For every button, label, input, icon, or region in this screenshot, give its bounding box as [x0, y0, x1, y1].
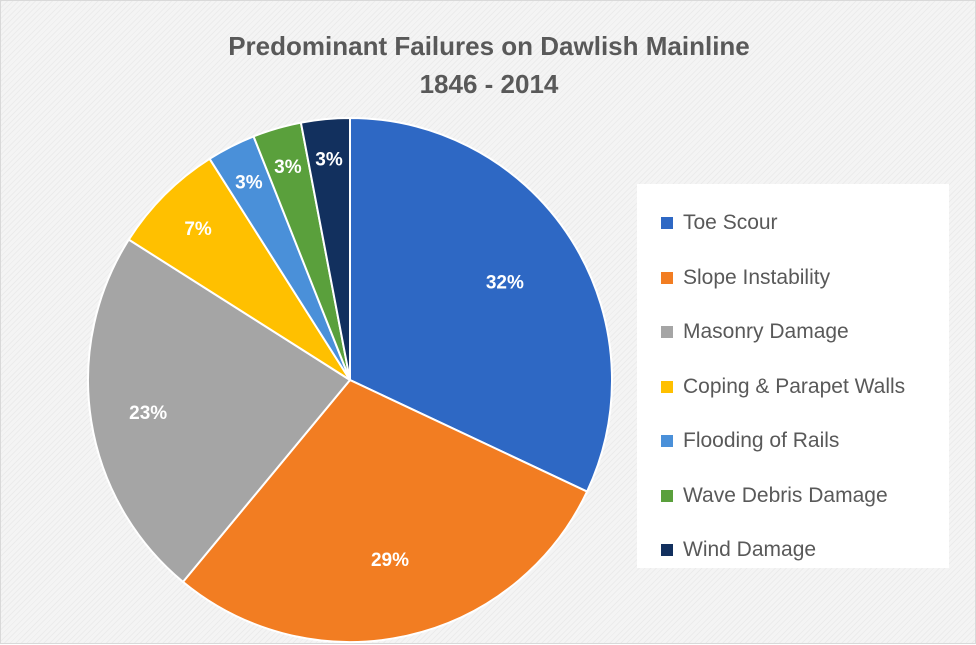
chart-legend: Toe Scour Slope Instability Masonry Damage…	[637, 184, 949, 568]
legend-item-masonry-damage: Masonry Damage	[661, 305, 949, 360]
legend-swatch-icon	[661, 544, 673, 557]
legend-swatch-icon	[661, 489, 673, 502]
pie-slice-slope-instability	[181, 378, 589, 643]
legend-item-wind-damage: Wind Damage	[661, 523, 949, 578]
data-label-wave-debris-damage: 3%	[274, 157, 302, 178]
chart-subtitle: 1846 - 2014	[419, 69, 559, 99]
legend-swatch-icon	[661, 217, 673, 230]
data-label-wind-damage: 3%	[315, 149, 343, 170]
data-label-coping-parapet-walls: 7%	[184, 219, 212, 240]
legend-swatch-icon	[661, 326, 673, 339]
pie-data-labels: 32% 29% 23% 7% 3% 3% 3%	[129, 149, 524, 571]
legend-label: Toe Scour	[683, 211, 778, 235]
legend-label: Slope Instability	[683, 265, 831, 289]
legend-item-toe-scour: Toe Scour	[661, 196, 949, 251]
data-label-masonry-damage: 23%	[129, 403, 167, 424]
legend-swatch-icon	[661, 380, 673, 393]
data-label-toe-scour: 32%	[486, 273, 524, 294]
pie-slice-toe-scour	[349, 116, 613, 493]
pie-slice-masonry-damage	[87, 238, 352, 584]
data-label-flooding-of-rails: 3%	[235, 173, 263, 194]
legend-item-flooding-of-rails: Flooding of Rails	[661, 414, 949, 469]
pie-slice-wind-damage	[299, 116, 351, 381]
legend-item-slope-instability: Slope Instability	[661, 251, 949, 306]
pie-slices	[87, 116, 613, 643]
legend-swatch-icon	[661, 435, 673, 448]
legend-swatch-icon	[661, 271, 673, 284]
legend-label: Wind Damage	[683, 538, 817, 562]
legend-label: Flooding of Rails	[683, 429, 840, 453]
legend-label: Masonry Damage	[683, 320, 849, 344]
pie-slice-coping-parapet-walls	[127, 157, 351, 381]
legend-item-wave-debris-damage: Wave Debris Damage	[661, 469, 949, 524]
legend-label: Wave Debris Damage	[683, 483, 888, 507]
chart-title: Predominant Failures on Dawlish Mainline…	[1, 27, 976, 103]
legend-item-coping-parapet-walls: Coping & Parapet Walls	[661, 360, 949, 415]
chart-title-line1: Predominant Failures on Dawlish Mainline	[228, 31, 750, 61]
data-label-slope-instability: 29%	[371, 550, 409, 571]
legend-label: Coping & Parapet Walls	[683, 374, 906, 398]
